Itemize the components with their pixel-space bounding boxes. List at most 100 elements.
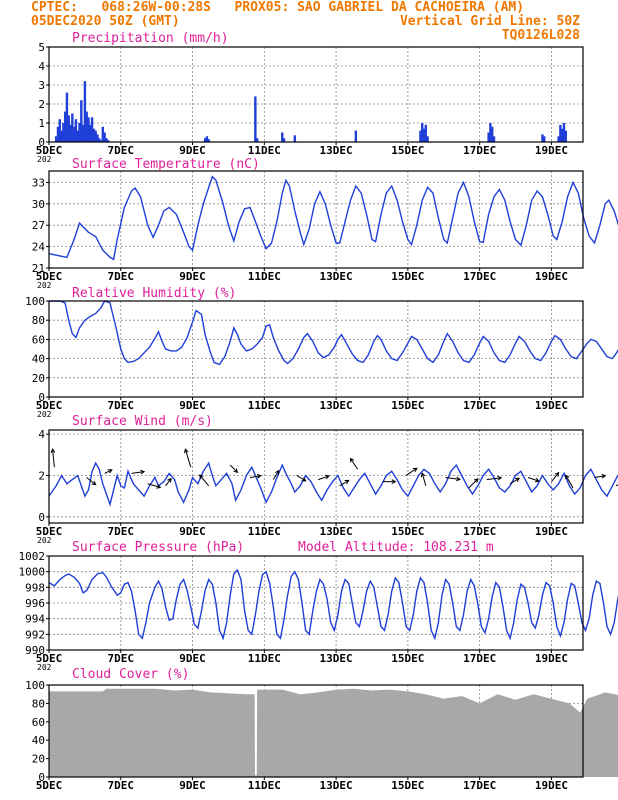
cloud-ytick-label: 40	[32, 734, 45, 747]
wind-frame	[48, 429, 584, 524]
precip-xtick-label: 5DEC	[36, 144, 63, 157]
pressure-annotation: Model Altitude: 108.231 m	[298, 540, 494, 555]
precip-bar	[281, 132, 284, 142]
precip-bar	[254, 96, 257, 142]
wind-arrow-head	[391, 479, 397, 485]
cloud-ytick-label: 80	[32, 697, 45, 710]
pressure-ytick-label: 998	[25, 581, 45, 594]
pressure-xtick-label: 13DEC	[320, 652, 353, 665]
wind-ytick-label: 2	[38, 469, 45, 482]
precip-bar	[491, 126, 494, 142]
wind-arrow-head	[344, 479, 350, 485]
precip-bar	[419, 130, 422, 142]
wind-xtick-label: 11DEC	[248, 525, 281, 538]
pressure-title: Surface Pressure (hPa)	[72, 540, 244, 555]
wind-arrow-shaft	[445, 477, 461, 480]
precip-bar	[562, 123, 566, 142]
precip-bar	[107, 140, 110, 142]
precip-ytick-label: 3	[38, 79, 45, 92]
wind-arrow-head	[184, 448, 189, 454]
pressure-panel: 990 992 994 996 998 1000 1002 5DEC 7DEC 9DEC 11DEC…	[19, 540, 618, 672]
rh-xtick-label: 15DEC	[391, 399, 424, 412]
cloud-ytick-label: 100	[25, 679, 45, 692]
temp-ytick-label: 24	[32, 241, 46, 254]
wind-arrow-head	[473, 478, 479, 483]
cloud-area	[49, 688, 618, 777]
precip-bar	[560, 128, 564, 142]
rh-xtick-label: 9DEC	[179, 399, 206, 412]
wind-arrow-shaft	[421, 473, 427, 486]
wind-arrow-head	[497, 475, 503, 481]
rh-ytick-label: 80	[32, 314, 45, 327]
cloud-xtick-label: 11DEC	[248, 779, 281, 792]
cloud-xtick-label: 5DEC	[36, 779, 63, 792]
precip-bar	[543, 136, 546, 142]
wind-arrow-shaft	[405, 467, 418, 476]
wind-arrow-shaft	[565, 475, 574, 489]
cloud-ytick-label: 20	[32, 753, 45, 766]
precip-xtick-label: 9DEC	[179, 144, 206, 157]
pressure-xtick-label: 15DEC	[391, 652, 424, 665]
wind-arrow-head	[274, 469, 280, 475]
precip-bar	[92, 128, 96, 142]
wind-arrow-shaft	[468, 478, 479, 489]
precip-bar	[76, 130, 79, 142]
precip-bar	[205, 136, 209, 142]
cloud-xtick-label: 7DEC	[108, 779, 135, 792]
temp-title: Surface Temperature (nC)	[72, 157, 260, 172]
precip-bar	[559, 124, 562, 142]
wind-arrow-shaft	[249, 475, 261, 479]
precip-bar	[489, 123, 492, 142]
cloud-xtick-label: 13DEC	[320, 779, 353, 792]
precip-bar	[101, 126, 105, 142]
pressure-xtick-label: 7DEC	[108, 652, 135, 665]
precip-bar	[105, 138, 108, 142]
wind-series-line	[48, 461, 618, 507]
precip-bar	[63, 111, 67, 142]
precip-title: Precipitation (mm/h)	[72, 31, 229, 46]
precip-ytick-label: 1	[38, 117, 45, 130]
precip-bar	[207, 139, 210, 142]
cloud-ytick-label: 60	[32, 716, 45, 729]
temp-ytick-label: 30	[32, 198, 45, 211]
wind-arrow-head	[140, 469, 146, 475]
precip-bar	[62, 123, 65, 142]
rh-xtick-label: 11DEC	[248, 399, 281, 412]
precip-bar	[74, 119, 78, 142]
temp-ytick-label: 21	[32, 262, 45, 275]
wind-xtick-label: 7DEC	[108, 525, 135, 538]
temp-panel: 21 24 27 30 33 5DEC 7DEC 9DEC 11DEC 13DEC 15DEC 17D…	[32, 157, 618, 290]
wind-arrow-head	[349, 457, 355, 463]
wind-xtick-label: 13DEC	[320, 525, 353, 538]
precip-bar	[557, 136, 560, 142]
precip-bar	[81, 124, 85, 142]
pressure-series-line	[48, 568, 618, 641]
rh-series-line	[49, 300, 618, 366]
pressure-xtick-label: 19DEC	[535, 652, 568, 665]
wind-xtick-label: 17DEC	[463, 525, 496, 538]
wind-ytick-label: 0	[38, 511, 45, 524]
precip-ytick-label: 4	[38, 60, 45, 73]
precip-bar	[98, 138, 101, 142]
temp-series-line	[48, 175, 618, 261]
precip-frame	[48, 46, 584, 143]
wind-arrow-shaft	[147, 483, 161, 488]
wind-xtick-label: 9DEC	[179, 525, 206, 538]
temp-ytick-label: 27	[32, 219, 45, 232]
precip-bar	[255, 138, 259, 142]
temp-xtick-label: 9DEC	[179, 270, 206, 283]
temp-ytick-label: 33	[32, 176, 45, 189]
wind-arrow-shaft	[199, 474, 210, 487]
pressure-ytick-label: 1000	[19, 566, 46, 579]
precip-bar	[72, 126, 76, 142]
wind-ytick-label: 4	[38, 428, 45, 441]
wind-panel: 0 2 4 5DEC 7DEC 9DEC 11DEC 13DEC 15DEC 17DEC 19DEC…	[36, 414, 618, 545]
wind-arrow-head	[91, 480, 97, 486]
rh-ytick-label: 20	[32, 372, 45, 385]
rh-xtick-label: 7DEC	[108, 399, 135, 412]
rh-ytick-label: 100	[25, 295, 45, 308]
wind-xtick-label: 19DEC	[535, 525, 568, 538]
wind-arrow-head	[565, 474, 570, 480]
wind-arrow-head	[554, 471, 560, 477]
